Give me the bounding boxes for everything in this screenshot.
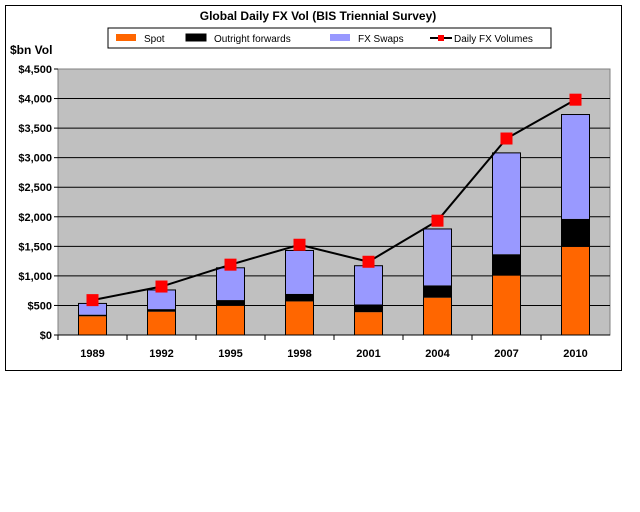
line-marker	[362, 255, 375, 268]
chart-frame	[5, 5, 622, 371]
bar-spot	[216, 305, 245, 335]
line-marker	[224, 258, 237, 271]
bar-spot	[285, 301, 314, 335]
x-tick-label: 1989	[80, 348, 104, 360]
line-marker	[293, 238, 306, 251]
x-tick-label: 2001	[356, 348, 380, 360]
legend-label: Spot	[144, 34, 165, 45]
bar-outright-forwards	[78, 314, 107, 317]
bar-outright-forwards	[285, 293, 314, 302]
bar-outright-forwards	[423, 285, 452, 298]
line-daily-fx-volumes	[92, 98, 576, 302]
y-tick-label: $3,500	[18, 123, 52, 135]
bar-fx-swaps	[354, 265, 383, 305]
bar-fx-swaps	[423, 228, 452, 286]
bar-outright-forwards	[561, 218, 590, 247]
bar-fx-swaps	[147, 289, 176, 310]
legend-label: Outright forwards	[214, 34, 291, 45]
bar-spot	[354, 312, 383, 335]
y-axis-label: $bn Vol	[10, 43, 52, 57]
legend-marker	[438, 35, 444, 41]
line-marker	[86, 294, 99, 307]
x-tick-label: 2010	[563, 348, 587, 360]
legend-label: FX Swaps	[358, 34, 404, 45]
bar-outright-forwards	[147, 309, 176, 312]
x-tick-label: 1998	[287, 348, 311, 360]
y-tick-label: $4,000	[18, 94, 52, 106]
x-tick-label: 1992	[149, 348, 173, 360]
bar-fx-swaps	[78, 303, 107, 315]
bar-fx-swaps	[561, 114, 590, 219]
bar-spot	[423, 297, 452, 335]
line-marker	[431, 214, 444, 227]
bar-spot	[147, 311, 176, 335]
bar-outright-forwards	[354, 304, 383, 313]
legend-swatch	[330, 34, 350, 41]
bar-spot	[561, 246, 590, 335]
bar-fx-swaps	[216, 267, 245, 301]
y-tick-label: $1,500	[18, 241, 52, 253]
x-tick-label: 1995	[218, 348, 242, 360]
bar-outright-forwards	[216, 300, 245, 306]
x-tick-label: 2007	[494, 348, 518, 360]
plot-area	[57, 68, 611, 336]
y-tick-label: $4,500	[18, 64, 52, 76]
line-marker	[569, 93, 582, 106]
bar-spot	[78, 316, 107, 335]
y-tick-label: $2,000	[18, 212, 52, 224]
y-tick-label: $3,000	[18, 153, 52, 165]
y-tick-label: $500	[28, 300, 52, 312]
y-tick-label: $0	[40, 330, 52, 342]
x-tick-label: 2004	[425, 348, 450, 360]
legend-swatch	[116, 34, 136, 41]
y-tick-label: $1,000	[18, 271, 52, 283]
y-tick-label: $2,500	[18, 182, 52, 194]
chart-title: Global Daily FX Vol (BIS Triennial Surve…	[200, 9, 437, 23]
legend-swatch	[185, 33, 207, 42]
bar-fx-swaps	[285, 250, 314, 294]
line-marker	[155, 280, 168, 293]
line-marker	[500, 132, 513, 145]
bar-spot	[492, 275, 521, 335]
bar-fx-swaps	[492, 152, 521, 255]
legend	[107, 27, 552, 49]
bar-outright-forwards	[492, 254, 521, 276]
legend-label: Daily FX Volumes	[454, 34, 533, 45]
